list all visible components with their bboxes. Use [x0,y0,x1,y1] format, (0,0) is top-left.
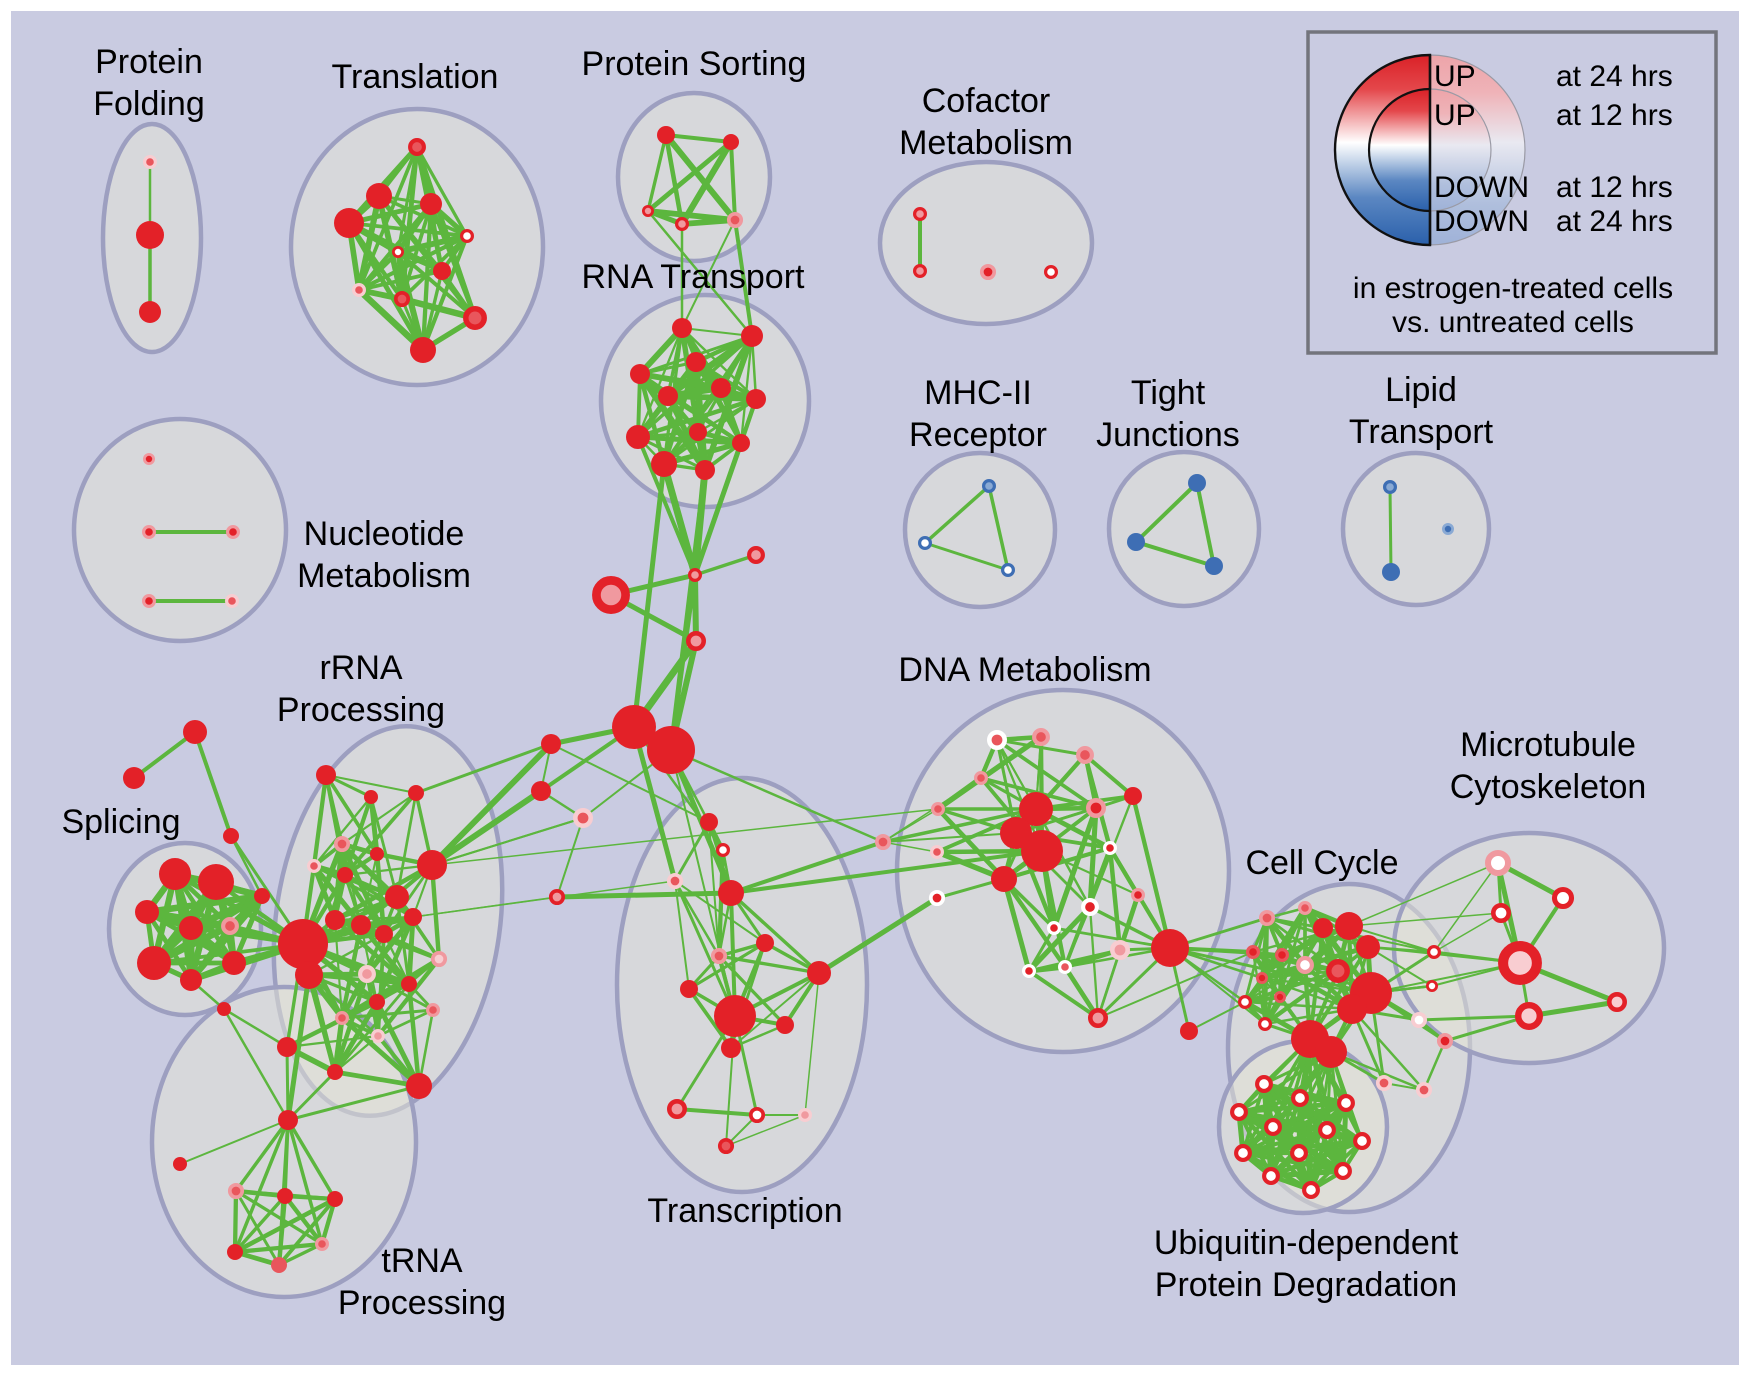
svg-text:RNA Transport: RNA Transport [582,258,806,296]
svg-text:Processing: Processing [277,691,445,729]
svg-text:rRNA: rRNA [319,649,402,687]
svg-text:Nucleotide: Nucleotide [304,515,465,553]
svg-text:Microtubule: Microtubule [1460,726,1636,764]
svg-text:DOWN: DOWN [1434,205,1529,238]
svg-text:DOWN: DOWN [1434,171,1529,204]
svg-text:Ubiquitin-dependent: Ubiquitin-dependent [1154,1224,1459,1262]
svg-text:UP: UP [1434,60,1476,93]
svg-text:Cytoskeleton: Cytoskeleton [1450,768,1647,806]
svg-text:Splicing: Splicing [61,803,180,841]
svg-text:vs. untreated cells: vs. untreated cells [1392,306,1634,339]
svg-text:UP: UP [1434,99,1476,132]
svg-text:Metabolism: Metabolism [297,557,471,595]
svg-text:at 24 hrs: at 24 hrs [1556,205,1673,238]
svg-text:tRNA: tRNA [381,1242,463,1280]
svg-text:Protein: Protein [95,43,203,81]
svg-text:at 12 hrs: at 12 hrs [1556,171,1673,204]
svg-text:MHC-II: MHC-II [924,374,1032,412]
svg-text:Receptor: Receptor [909,416,1047,454]
svg-text:Lipid: Lipid [1385,371,1457,409]
svg-text:Translation: Translation [332,58,499,96]
svg-text:Protein Degradation: Protein Degradation [1155,1266,1457,1304]
svg-text:Cofactor: Cofactor [922,82,1051,120]
svg-text:Transport: Transport [1349,413,1494,451]
svg-text:at 12 hrs: at 12 hrs [1556,99,1673,132]
svg-text:Processing: Processing [338,1284,506,1322]
svg-text:Folding: Folding [93,85,205,123]
svg-text:DNA Metabolism: DNA Metabolism [898,651,1151,689]
svg-text:Transcription: Transcription [647,1192,842,1230]
svg-text:Junctions: Junctions [1096,416,1240,454]
svg-text:Tight: Tight [1131,374,1206,412]
svg-text:Protein Sorting: Protein Sorting [582,45,807,83]
svg-text:Metabolism: Metabolism [899,124,1073,162]
svg-text:Cell Cycle: Cell Cycle [1245,844,1398,882]
svg-text:at 24 hrs: at 24 hrs [1556,60,1673,93]
svg-text:in estrogen-treated cells: in estrogen-treated cells [1353,272,1673,305]
